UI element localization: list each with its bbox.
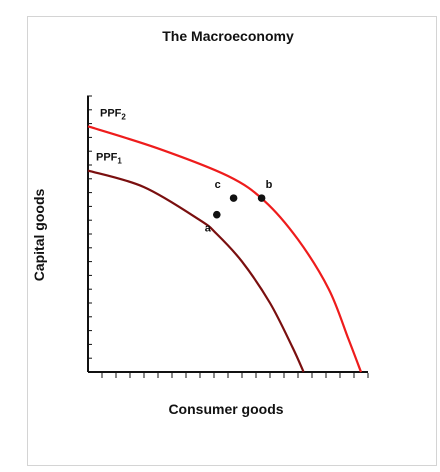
y-axis-label: Capital goods <box>31 189 47 282</box>
axes <box>87 95 369 378</box>
series-line-ppf2 <box>87 125 363 373</box>
series-line-ppf1 <box>87 169 305 373</box>
chart-frame <box>27 16 437 466</box>
points: a c b <box>205 179 273 235</box>
point-b <box>257 194 266 202</box>
point-label-a: a <box>205 223 212 235</box>
point-label-b: b <box>266 179 273 191</box>
point-a <box>213 210 221 219</box>
series-label-ppf1: PPF1 <box>96 152 122 166</box>
series-label-ppf2: PPF2 <box>100 107 126 121</box>
chart-title: The Macroeconomy <box>162 28 294 44</box>
curves: PPF1 PPF2 <box>87 107 363 373</box>
point-c <box>229 194 238 202</box>
x-axis-label: Consumer goods <box>168 401 283 417</box>
point-label-c: c <box>215 179 221 191</box>
